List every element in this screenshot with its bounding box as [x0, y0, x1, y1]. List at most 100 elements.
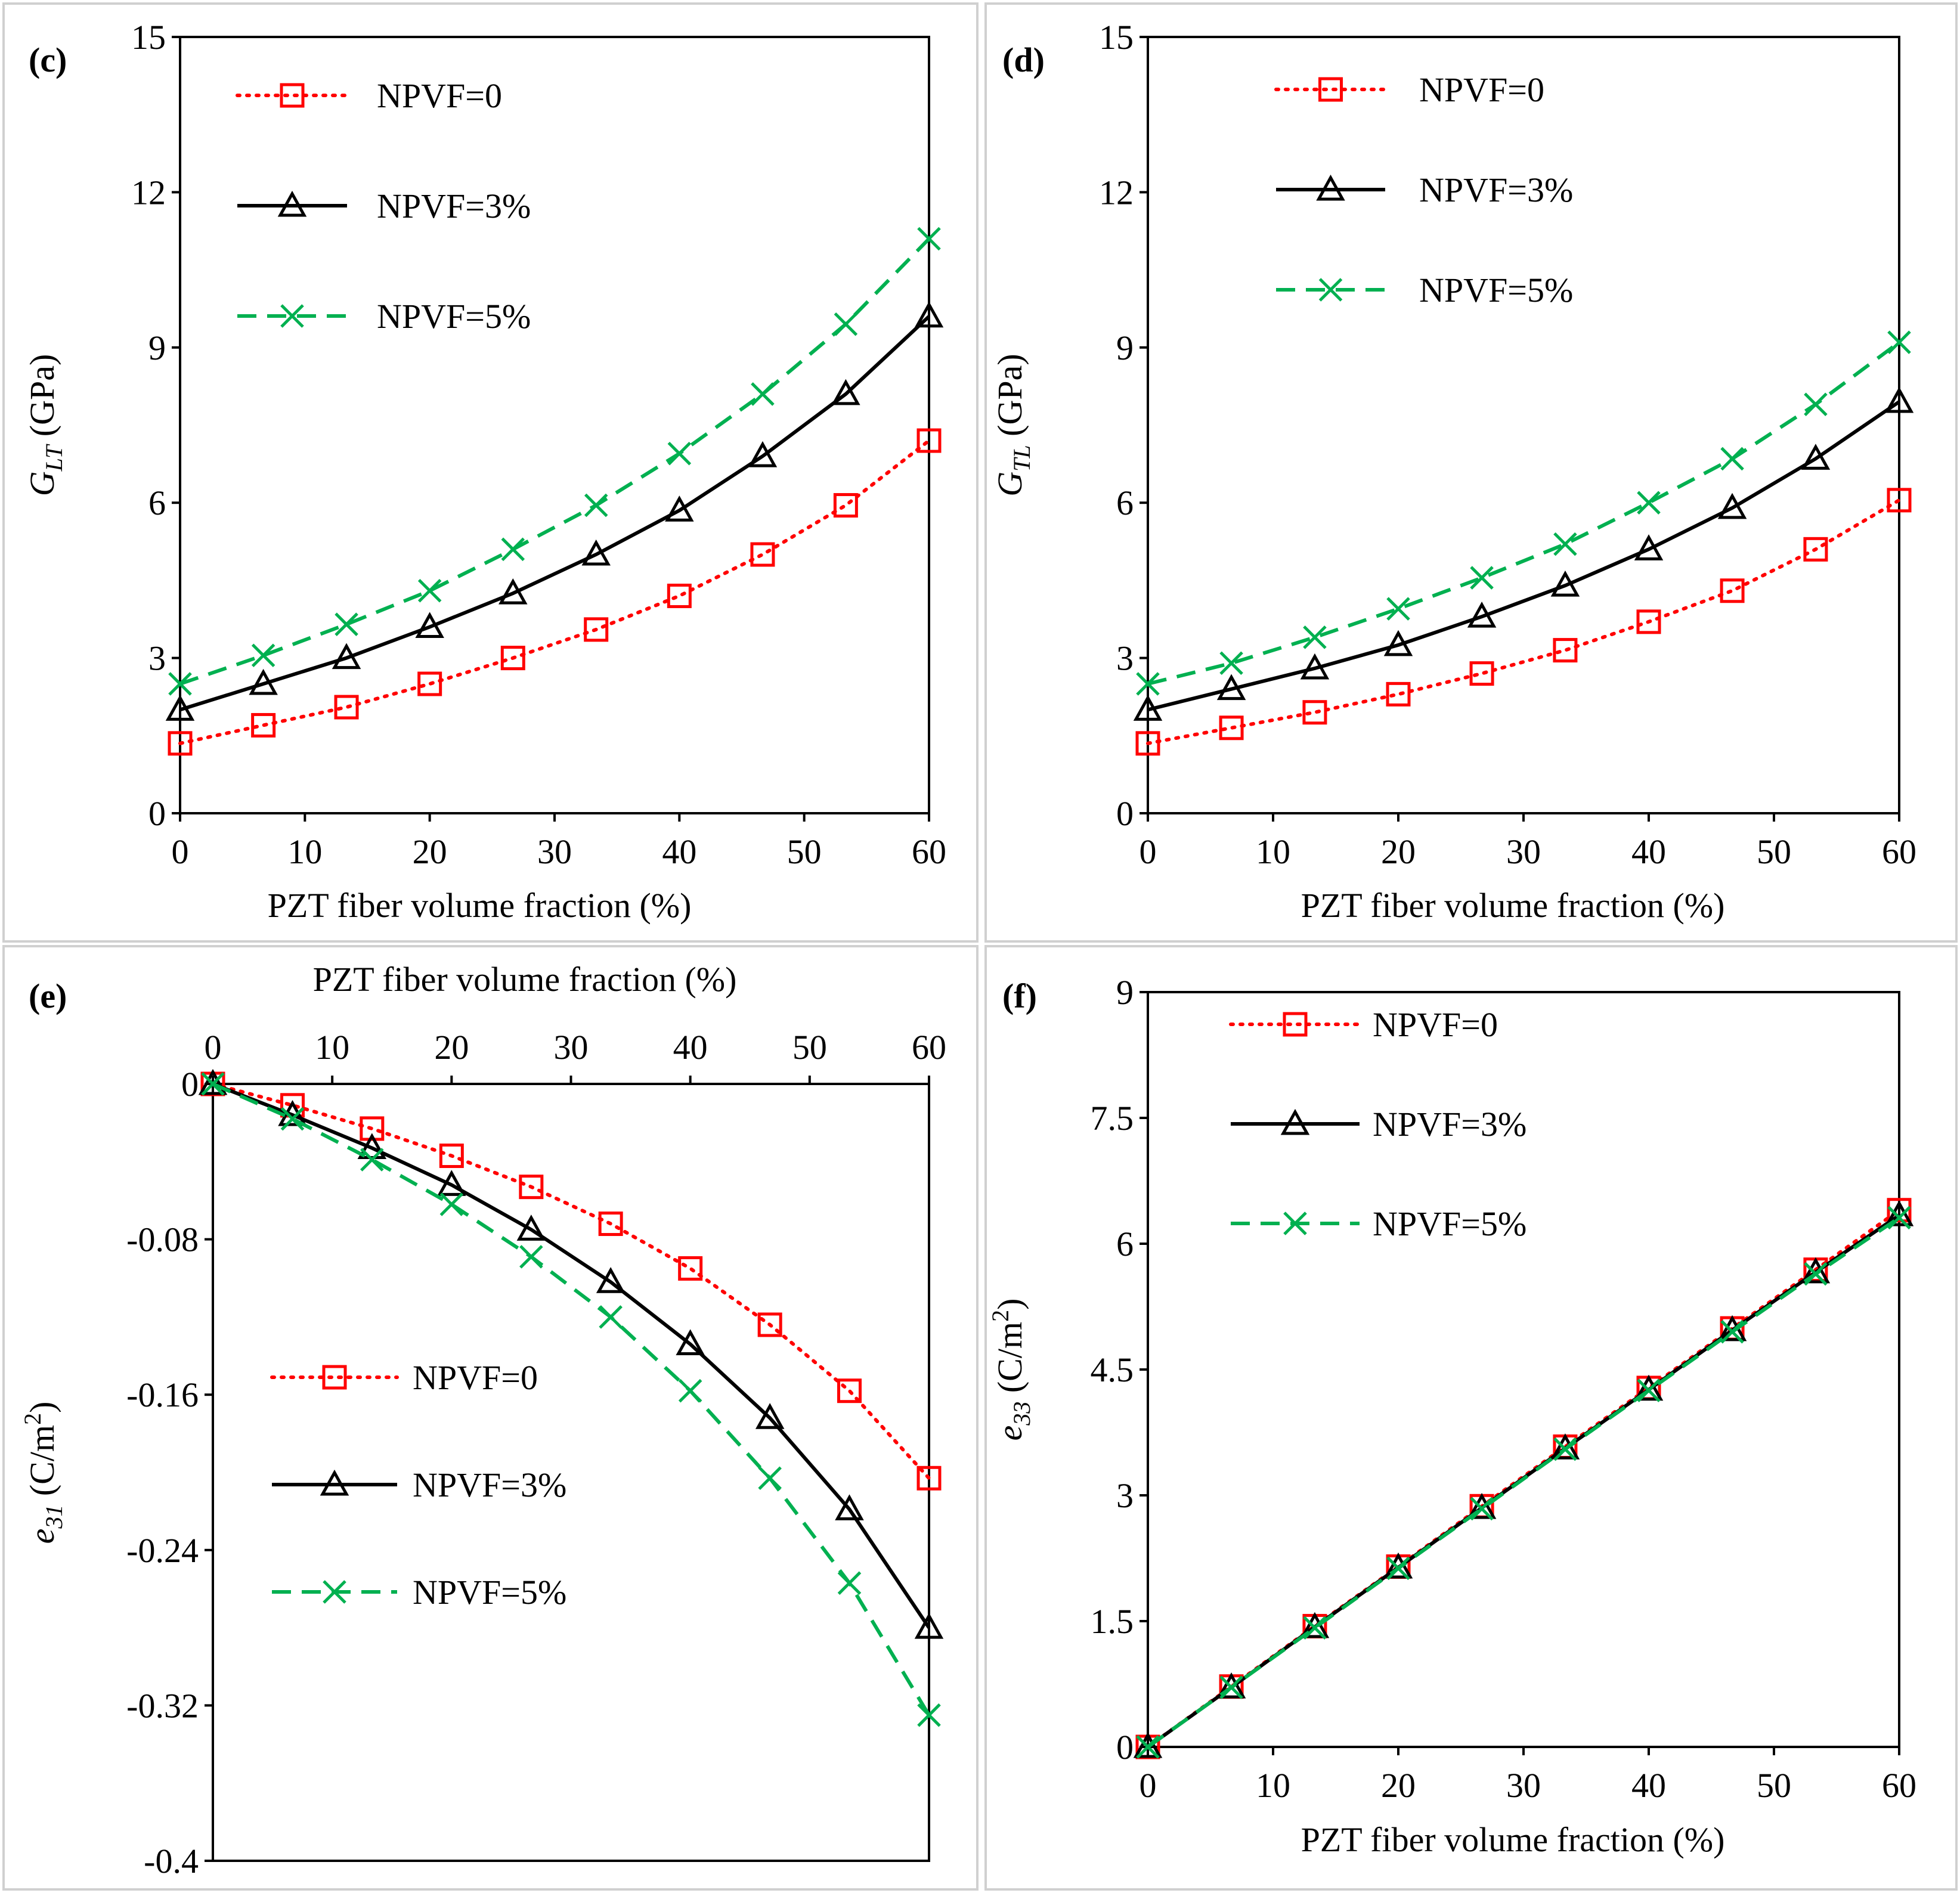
y-axis-label: e31 (C/m2)	[19, 1402, 67, 1544]
legend-marker	[280, 304, 304, 328]
data-point	[251, 712, 276, 738]
data-point	[1720, 447, 1744, 471]
y-tick-label: 0	[181, 1065, 199, 1104]
data-point	[835, 1494, 864, 1520]
data-point	[758, 1466, 782, 1491]
data-point	[667, 441, 692, 466]
series-2	[165, 301, 944, 721]
legend-label: NPVF=3%	[1373, 1105, 1526, 1144]
chart-panel-4: 0 1.5 3 4.5 6 7.5 9 0 10 20 30 40 50 60 (f) PZT fiber v…	[984, 945, 1958, 1891]
series-line	[179, 315, 931, 712]
x-tick-label: 60	[1882, 1766, 1916, 1805]
y-axis-label-unit: (GPa)	[990, 354, 1029, 445]
y-axis-label-unit: (C/m	[23, 1425, 61, 1505]
data-point	[914, 301, 944, 328]
data-point	[417, 578, 442, 603]
legend-marker	[277, 190, 307, 217]
data-point	[439, 1144, 464, 1169]
data-point	[1887, 488, 1912, 513]
y-tick-label: 0	[148, 794, 166, 833]
data-point	[1884, 386, 1914, 413]
data-point	[1720, 578, 1745, 603]
panel-label: (c)	[29, 41, 67, 79]
series-2	[1133, 386, 1914, 721]
y-tick-label: 6	[148, 484, 166, 522]
data-point	[249, 668, 278, 695]
legend-label: NPVF=3%	[413, 1466, 566, 1504]
x-tick-label: 0	[1140, 832, 1157, 871]
y-tick-label: 9	[148, 329, 166, 367]
series-1	[168, 428, 942, 756]
data-point	[598, 1212, 623, 1237]
x-tick-label: 50	[787, 832, 822, 871]
data-point	[201, 1072, 225, 1096]
data-point	[1804, 392, 1828, 417]
x-tick-label: 40	[673, 1028, 708, 1067]
y-tick-label: 6	[1116, 484, 1134, 522]
x-tick-label: 30	[554, 1028, 589, 1067]
data-point	[914, 1612, 944, 1639]
y-tick-label: 0	[1116, 1728, 1134, 1767]
series-3	[1136, 1206, 1911, 1759]
data-point	[1801, 444, 1831, 470]
y-axis-label-unit: (GPa)	[23, 354, 61, 445]
data-point	[1637, 1378, 1661, 1402]
legend-entry: NPVF=0	[270, 1358, 538, 1397]
x-tick-label: 0	[1140, 1766, 1157, 1805]
data-point	[251, 643, 275, 668]
data-point	[596, 1267, 626, 1293]
data-point	[332, 643, 361, 670]
data-point	[757, 1312, 782, 1337]
x-tick-label: 0	[205, 1028, 222, 1067]
legend-marker	[322, 1365, 347, 1390]
data-point	[439, 1192, 464, 1216]
plot-area	[179, 36, 930, 814]
legend-marker	[1318, 77, 1343, 102]
data-point	[1634, 1374, 1664, 1401]
y-axis-label-symbol: G	[23, 471, 61, 496]
legend-marker	[320, 1469, 349, 1496]
legend-label: NPVF=0	[377, 76, 502, 115]
data-point	[1469, 661, 1494, 686]
x-axis-label: PZT fiber volume fraction (%)	[313, 960, 737, 999]
data-point	[751, 382, 775, 406]
y-tick-label: 3	[1116, 1476, 1134, 1515]
legend-entry: NPVF=3%	[1276, 171, 1573, 209]
data-point	[516, 1215, 546, 1241]
legend-entry: NPVF=0	[1274, 70, 1544, 109]
data-point	[519, 1175, 544, 1200]
data-point	[1133, 1731, 1163, 1758]
series-line	[212, 1082, 931, 1717]
y-axis-label: e33 (C/m2)	[987, 1299, 1035, 1441]
x-tick-label: 20	[1381, 832, 1416, 871]
y-axis-label-subscript: LT	[41, 444, 67, 472]
data-point	[1470, 1497, 1494, 1521]
plot-area	[212, 1083, 930, 1862]
data-point	[748, 441, 778, 467]
series-1	[1135, 488, 1912, 756]
data-point	[1383, 630, 1413, 656]
chart-panel-3: -0.4 -0.32 -0.24 -0.16 -0.08 00 10 20 30 40 50 60 (e…	[2, 945, 979, 1891]
legend-marker	[323, 1580, 346, 1604]
data-point	[165, 695, 195, 721]
x-tick-label: 50	[1757, 832, 1791, 871]
x-axis-label: PZT fiber volume fraction (%)	[268, 886, 692, 925]
panel-label: (d)	[1002, 41, 1045, 79]
series-line	[178, 439, 931, 745]
data-point	[1803, 537, 1828, 562]
series-line	[1147, 1216, 1900, 1749]
y-tick-label: -0.16	[126, 1375, 199, 1414]
data-point	[1386, 681, 1411, 707]
legend-marker	[1316, 174, 1345, 201]
data-point	[417, 671, 442, 696]
y-tick-label: 0	[1116, 794, 1134, 833]
legend-entry: NPVF=5%	[272, 1573, 566, 1612]
data-point	[755, 1403, 785, 1429]
data-point	[1300, 1612, 1330, 1638]
data-point	[1553, 638, 1578, 663]
panel-frame	[984, 945, 1958, 1891]
x-tick-label: 20	[413, 832, 447, 871]
data-point	[1467, 1492, 1497, 1519]
data-point	[1637, 491, 1661, 515]
data-point	[1804, 1262, 1828, 1286]
